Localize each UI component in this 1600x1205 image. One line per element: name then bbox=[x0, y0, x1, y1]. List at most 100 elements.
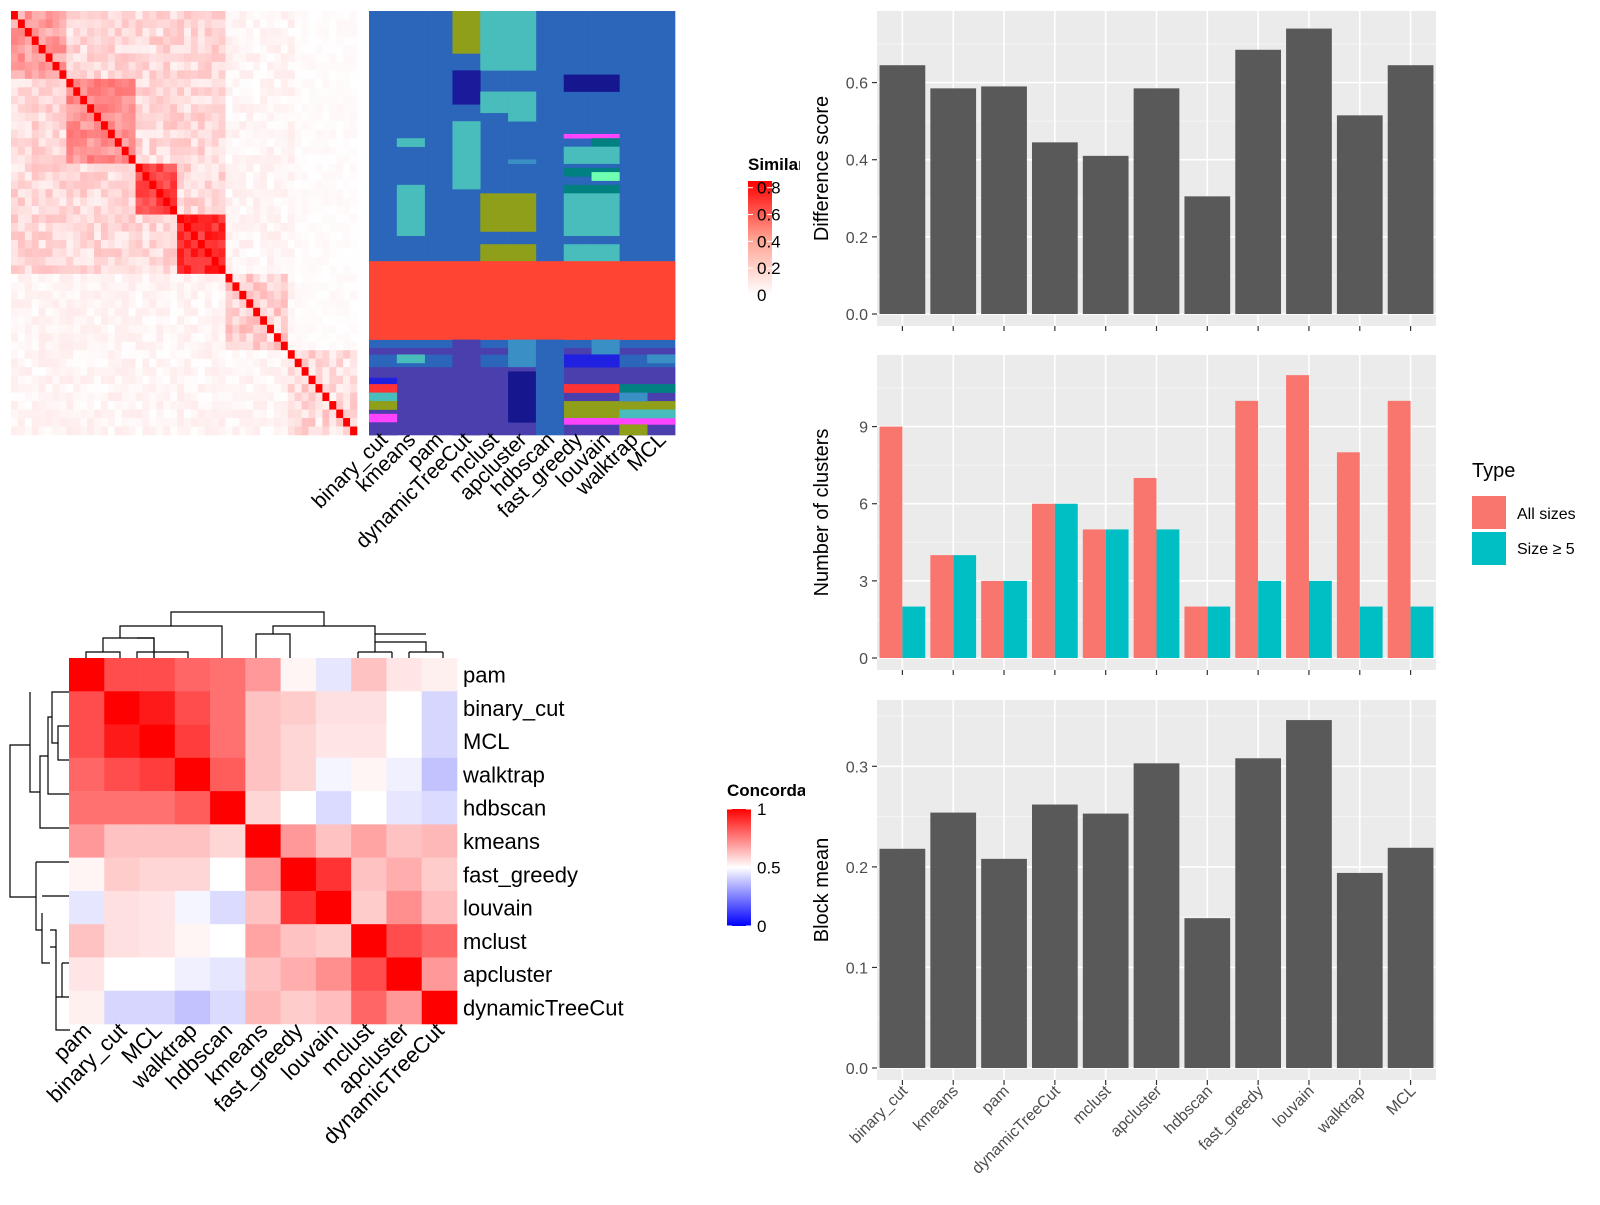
similarity-cell bbox=[100, 316, 109, 326]
similarity-cell bbox=[163, 333, 171, 343]
similarity-cell bbox=[107, 61, 116, 71]
type-legend-label-size-5: Size ≥ 5 bbox=[1517, 541, 1575, 558]
similarity-cell bbox=[184, 163, 192, 173]
similarity-cell bbox=[73, 392, 81, 402]
concordance-cell bbox=[139, 824, 176, 858]
similarity-cell bbox=[190, 409, 199, 419]
similarity-cell bbox=[294, 121, 302, 131]
concordance-cell bbox=[210, 957, 246, 992]
similarity-cell bbox=[100, 189, 109, 198]
similarity-cell bbox=[211, 223, 219, 232]
similarity-cell bbox=[59, 95, 67, 105]
similarity-cell bbox=[225, 70, 233, 80]
similarity-cell bbox=[336, 392, 344, 402]
x-tick-label: binary_cut bbox=[847, 1082, 912, 1147]
similarity-cell bbox=[24, 375, 33, 385]
similarity-cell bbox=[308, 324, 316, 334]
similarity-cell bbox=[287, 146, 296, 156]
similarity-cell bbox=[24, 121, 33, 131]
cluster-membership-block bbox=[508, 159, 537, 164]
similarity-cell bbox=[329, 239, 337, 249]
similarity-cell bbox=[17, 19, 26, 29]
similarity-cell bbox=[142, 350, 150, 359]
similarity-cell bbox=[343, 36, 351, 46]
similarity-cell bbox=[315, 290, 323, 300]
similarity-cell bbox=[287, 129, 296, 139]
similarity-cell bbox=[287, 392, 296, 402]
similarity-cell bbox=[163, 375, 171, 385]
similarity-cell bbox=[329, 189, 337, 198]
similarity-cell bbox=[24, 358, 33, 368]
similarity-cell bbox=[329, 367, 337, 376]
similarity-cell bbox=[253, 36, 261, 46]
similarity-cell bbox=[170, 426, 178, 436]
similarity-cell bbox=[128, 78, 136, 88]
similarity-cell bbox=[190, 214, 199, 224]
similarity-cell bbox=[184, 426, 192, 436]
similarity-cell bbox=[11, 409, 19, 419]
concordance-cell bbox=[245, 757, 281, 792]
similarity-cell bbox=[11, 239, 19, 249]
similarity-cell bbox=[87, 265, 95, 275]
similarity-cell bbox=[45, 282, 53, 292]
similarity-cell bbox=[211, 401, 219, 410]
similarity-cell bbox=[301, 189, 309, 198]
similarity-cell bbox=[94, 231, 102, 241]
similarity-cell bbox=[149, 53, 157, 63]
similarity-cell bbox=[107, 104, 116, 114]
similarity-cell bbox=[232, 27, 240, 37]
similarity-cell bbox=[38, 401, 46, 410]
similarity-cell bbox=[73, 87, 81, 97]
similarity-cell bbox=[100, 197, 109, 207]
similarity-cell bbox=[38, 290, 46, 300]
similarity-cell bbox=[218, 95, 226, 105]
x-tick-label: walktrap bbox=[1314, 1083, 1369, 1138]
similarity-cell bbox=[232, 350, 240, 359]
similarity-cell bbox=[24, 11, 33, 20]
similarity-cell bbox=[267, 273, 275, 283]
similarity-cell bbox=[273, 44, 282, 54]
concordance-cell bbox=[315, 691, 352, 725]
similarity-cell bbox=[315, 27, 323, 37]
similarity-cell bbox=[135, 358, 143, 368]
similarity-cell bbox=[45, 61, 53, 71]
similarity-cell bbox=[322, 299, 330, 309]
bar-apcluster bbox=[1133, 763, 1180, 1068]
similarity-cell bbox=[59, 61, 67, 71]
similarity-cell bbox=[218, 384, 226, 393]
similarity-cell bbox=[280, 95, 289, 105]
similarity-cell bbox=[280, 316, 289, 326]
similarity-cell bbox=[315, 324, 323, 334]
similarity-cell bbox=[100, 138, 109, 147]
similarity-cell bbox=[301, 78, 309, 88]
similarity-cell bbox=[260, 223, 268, 232]
similarity-cell bbox=[204, 223, 212, 232]
similarity-cell bbox=[73, 95, 81, 105]
similarity-cell bbox=[232, 282, 240, 292]
similarity-cell bbox=[73, 367, 81, 376]
similarity-cell bbox=[80, 392, 88, 402]
similarity-cell bbox=[94, 155, 102, 164]
similarity-cell bbox=[24, 95, 33, 105]
similarity-cell bbox=[38, 256, 46, 266]
similarity-cell bbox=[121, 409, 129, 419]
similarity-cell bbox=[11, 299, 19, 309]
similarity-cell bbox=[45, 333, 53, 343]
similarity-cell bbox=[350, 231, 358, 241]
similarity-cell bbox=[253, 19, 261, 29]
similarity-cell bbox=[246, 375, 254, 385]
similarity-cell bbox=[177, 11, 185, 20]
similarity-cell bbox=[246, 87, 254, 97]
similarity-cell bbox=[163, 104, 171, 114]
similarity-cell bbox=[315, 44, 323, 54]
similarity-cell bbox=[135, 180, 143, 190]
similarity-cell bbox=[350, 163, 358, 173]
similarity-cell bbox=[128, 70, 136, 80]
similarity-cell bbox=[38, 384, 46, 393]
similarity-cell bbox=[100, 350, 109, 359]
similarity-cell bbox=[121, 392, 129, 402]
similarity-cell bbox=[246, 146, 254, 156]
similarity-cell bbox=[114, 19, 123, 29]
similarity-cell bbox=[17, 197, 26, 207]
similarity-cell bbox=[170, 61, 178, 71]
